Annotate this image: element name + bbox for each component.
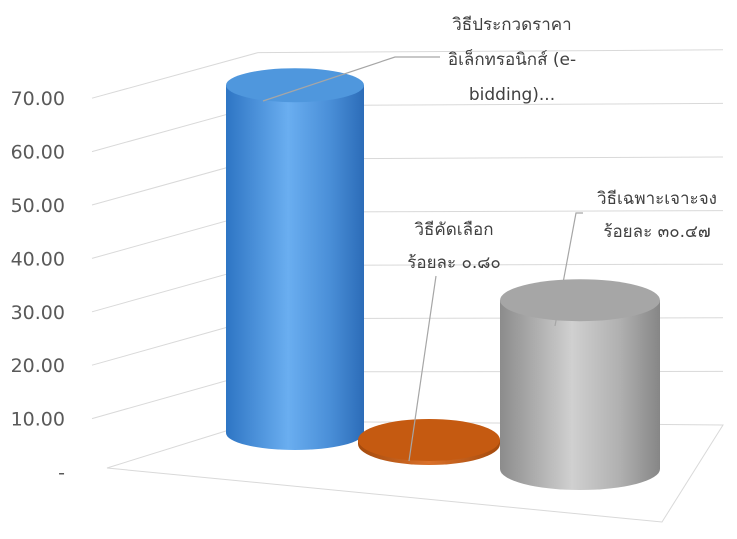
bar-cylinder xyxy=(226,68,364,450)
gridline xyxy=(257,49,724,54)
bar-cylinder xyxy=(500,279,660,490)
gridline xyxy=(91,52,259,99)
y-tick-label: - xyxy=(58,462,65,484)
y-axis-ticks: - 10.00 20.00 30.00 40.00 50.00 60.00 70.00 xyxy=(11,88,65,484)
bar-cylinder xyxy=(358,418,500,465)
bar-body xyxy=(226,85,364,450)
bar-body xyxy=(500,300,660,490)
y-tick-label: 60.00 xyxy=(11,142,65,164)
data-label: อิเล็กทรอนิกส์ (e- xyxy=(448,48,576,70)
floor-outline xyxy=(106,420,724,523)
bar-top xyxy=(226,68,364,103)
data-label: วิธีเฉพาะเจาะจง xyxy=(597,189,717,209)
leader-line xyxy=(262,56,440,102)
bar-top xyxy=(500,279,660,322)
data-label: bidding)... xyxy=(469,85,555,105)
data-label: วิธีประกวดราคา xyxy=(452,15,572,35)
label-leader-lines xyxy=(262,56,583,462)
y-tick-label: 20.00 xyxy=(11,355,65,377)
leader-line xyxy=(408,275,437,462)
y-tick-label: 70.00 xyxy=(11,88,65,110)
bars xyxy=(226,68,660,490)
bar-top xyxy=(358,418,500,461)
y-tick-label: 30.00 xyxy=(11,302,65,324)
y-tick-label: 40.00 xyxy=(11,248,65,270)
y-tick-label: 50.00 xyxy=(11,195,65,217)
data-label: ร้อยละ ๓๐.๔๗ xyxy=(603,222,710,242)
y-tick-label: 10.00 xyxy=(11,409,65,431)
data-label: ร้อยละ ๐.๘๐ xyxy=(407,253,501,273)
chart-floor xyxy=(106,420,724,523)
data-label: วิธีคัดเลือก xyxy=(414,220,494,240)
leader-line xyxy=(554,212,583,327)
